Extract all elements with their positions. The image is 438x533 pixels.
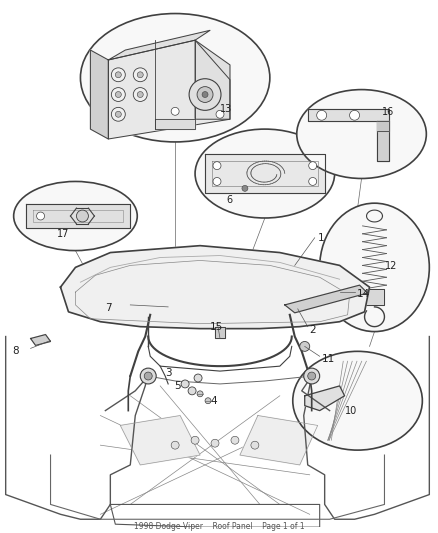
Text: 17: 17 [57, 229, 69, 239]
Polygon shape [285, 285, 367, 313]
Text: 3: 3 [165, 368, 172, 378]
Polygon shape [364, 289, 385, 305]
Polygon shape [308, 109, 389, 121]
Polygon shape [25, 204, 130, 228]
Circle shape [304, 368, 320, 384]
Circle shape [231, 437, 239, 444]
Circle shape [111, 87, 125, 101]
Polygon shape [305, 386, 345, 410]
Circle shape [309, 177, 317, 185]
Ellipse shape [81, 13, 270, 142]
Circle shape [137, 72, 143, 78]
Text: 15: 15 [210, 322, 223, 332]
Text: 12: 12 [385, 262, 397, 271]
Text: 1998 Dodge Viper    Roof Panel    Page 1 of 1: 1998 Dodge Viper Roof Panel Page 1 of 1 [134, 522, 304, 531]
Circle shape [211, 439, 219, 447]
Text: 11: 11 [321, 354, 335, 364]
Polygon shape [120, 416, 200, 465]
Circle shape [171, 107, 179, 115]
Circle shape [133, 87, 147, 101]
Text: 5: 5 [174, 381, 181, 391]
Circle shape [191, 437, 199, 444]
Circle shape [133, 68, 147, 82]
Ellipse shape [297, 90, 426, 179]
Circle shape [37, 212, 45, 220]
Circle shape [115, 72, 121, 78]
Circle shape [194, 374, 202, 382]
Ellipse shape [14, 181, 137, 251]
Text: 6: 6 [226, 195, 232, 205]
Text: 16: 16 [381, 107, 394, 117]
Polygon shape [195, 40, 230, 119]
Text: 7: 7 [106, 303, 112, 313]
Text: 14: 14 [357, 289, 370, 299]
Circle shape [115, 92, 121, 98]
Circle shape [111, 68, 125, 82]
Circle shape [216, 110, 224, 118]
Circle shape [213, 161, 221, 169]
Polygon shape [90, 50, 108, 139]
Circle shape [202, 92, 208, 98]
Ellipse shape [195, 129, 335, 218]
Polygon shape [240, 416, 318, 465]
Polygon shape [60, 246, 370, 329]
Text: 10: 10 [345, 406, 357, 416]
Circle shape [137, 92, 143, 98]
Circle shape [205, 398, 211, 403]
Circle shape [144, 372, 152, 380]
Circle shape [197, 391, 203, 397]
Circle shape [115, 111, 121, 117]
Polygon shape [108, 40, 230, 139]
Ellipse shape [293, 351, 422, 450]
Circle shape [242, 185, 248, 191]
Circle shape [171, 441, 179, 449]
Circle shape [140, 368, 156, 384]
Circle shape [213, 177, 221, 185]
Circle shape [308, 372, 316, 380]
Text: 2: 2 [310, 325, 316, 335]
Circle shape [181, 380, 189, 388]
Text: 8: 8 [13, 346, 19, 357]
Circle shape [350, 110, 360, 120]
Ellipse shape [320, 203, 429, 332]
Polygon shape [155, 119, 195, 129]
Circle shape [111, 107, 125, 121]
Circle shape [300, 342, 310, 351]
Text: 13: 13 [220, 104, 232, 115]
Polygon shape [378, 121, 389, 131]
Circle shape [77, 210, 88, 222]
Circle shape [197, 87, 213, 102]
Circle shape [189, 79, 221, 110]
Polygon shape [215, 327, 225, 338]
Circle shape [309, 161, 317, 169]
Circle shape [317, 110, 327, 120]
Polygon shape [378, 121, 389, 161]
Polygon shape [31, 335, 50, 345]
Circle shape [251, 441, 259, 449]
Polygon shape [205, 154, 325, 193]
Polygon shape [108, 30, 210, 60]
Text: 1: 1 [318, 233, 324, 243]
Circle shape [188, 387, 196, 395]
Text: 4: 4 [210, 396, 217, 406]
